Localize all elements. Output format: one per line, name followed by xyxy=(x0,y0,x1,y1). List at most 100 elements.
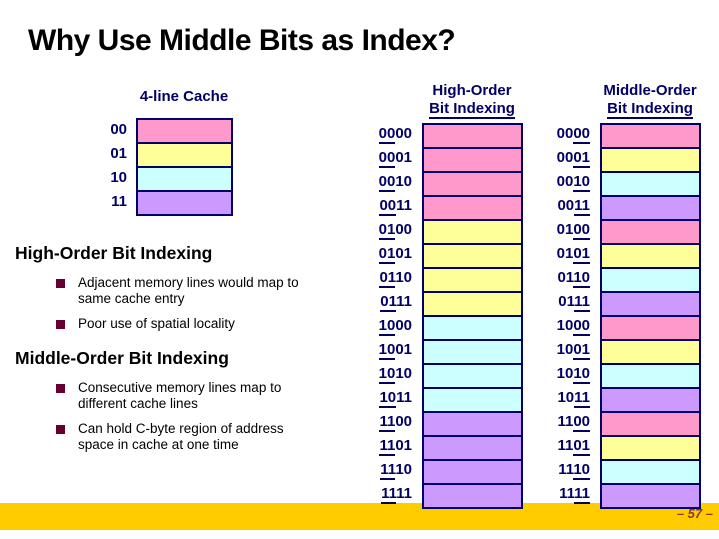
memory-line-0011 xyxy=(422,195,523,221)
address-label: 1001 xyxy=(378,341,412,360)
bullet-text: Adjacent memory lines would map to same … xyxy=(78,275,299,307)
column-header-line2: Bit Indexing xyxy=(429,100,515,119)
cache-set-labels: 00 01 10 11 xyxy=(95,118,127,214)
memory-line-0111 xyxy=(600,291,701,317)
address-label: 1111 xyxy=(559,485,590,504)
slide-title: Why Use Middle Bits as Index? xyxy=(28,24,456,57)
memory-line-0100 xyxy=(422,219,523,245)
bullet-square-icon xyxy=(56,424,65,434)
address-label: 0100 xyxy=(378,221,412,240)
bullet-text: Can hold C-byte region of address space … xyxy=(78,420,284,453)
memory-line-1100 xyxy=(422,411,523,437)
address-label: 1010 xyxy=(378,365,412,384)
section-heading-middle-order: Middle-Order Bit Indexing xyxy=(15,347,229,368)
address-label: 0101 xyxy=(556,245,590,264)
address-label: 0001 xyxy=(378,149,412,168)
memory-line-1111 xyxy=(422,483,523,509)
column-header: Middle-Order Bit Indexing xyxy=(530,82,719,119)
memory-line-0001 xyxy=(600,147,701,173)
memory-line-0111 xyxy=(422,291,523,317)
memory-line-1010 xyxy=(600,363,701,389)
memory-line-1111 xyxy=(600,483,701,509)
memory-line-1110 xyxy=(422,459,523,485)
memory-line-1100 xyxy=(600,411,701,437)
column-header-line1: Middle-Order xyxy=(603,82,697,99)
address-label: 1100 xyxy=(557,413,590,432)
address-label: 1000 xyxy=(556,317,590,336)
cache-line-00 xyxy=(136,118,233,144)
address-label: 1101 xyxy=(379,437,412,456)
memory-line-0011 xyxy=(600,195,701,221)
bullet-item: Consecutive memory lines map to differen… xyxy=(56,380,365,412)
memory-line-cells xyxy=(600,123,701,509)
memory-line-0000 xyxy=(600,123,701,149)
address-label: 1001 xyxy=(556,341,590,360)
memory-line-0101 xyxy=(600,243,701,269)
memory-line-0010 xyxy=(600,171,701,197)
address-label: 1100 xyxy=(379,413,412,432)
bullet-item: Poor use of spatial locality xyxy=(56,316,365,332)
memory-line-0010 xyxy=(422,171,523,197)
memory-line-0101 xyxy=(422,243,523,269)
bullet-text: Consecutive memory lines map to differen… xyxy=(78,379,282,411)
column-header: High-Order Bit Indexing xyxy=(352,82,592,119)
memory-line-1001 xyxy=(422,339,523,365)
cache-set-cells xyxy=(136,118,233,216)
address-label: 0101 xyxy=(378,245,412,264)
page-number: – 57 – xyxy=(676,506,713,521)
memory-line-1001 xyxy=(600,339,701,365)
memory-line-1101 xyxy=(422,435,523,461)
memory-line-1101 xyxy=(600,435,701,461)
memory-line-1011 xyxy=(600,387,701,413)
address-labels: 0000 0001 0010 0011 0100 0101 0110 0111 1000 1001… xyxy=(538,123,590,507)
cache-set-label: 00 xyxy=(110,121,127,138)
explanation-text: High-Order Bit Indexing Adjacent memory … xyxy=(15,243,365,462)
memory-line-0100 xyxy=(600,219,701,245)
address-label: 0110 xyxy=(379,269,412,288)
address-label: 0110 xyxy=(557,269,590,288)
memory-line-1010 xyxy=(422,363,523,389)
address-label: 1011 xyxy=(557,389,590,408)
cache-line-11 xyxy=(136,190,233,216)
bullet-square-icon xyxy=(56,279,65,288)
address-label: 1011 xyxy=(379,389,412,408)
bullet-item: Can hold C-byte region of address space … xyxy=(56,421,365,453)
address-label: 0111 xyxy=(380,293,412,312)
address-label: 0100 xyxy=(556,221,590,240)
memory-line-0001 xyxy=(422,147,523,173)
memory-line-1000 xyxy=(600,315,701,341)
memory-line-1000 xyxy=(422,315,523,341)
address-label: 0111 xyxy=(558,293,590,312)
address-label: 0000 xyxy=(556,125,590,144)
address-label: 0011 xyxy=(557,197,590,216)
memory-line-0110 xyxy=(600,267,701,293)
address-labels: 0000 0001 0010 0011 0100 0101 0110 0111 1000 1001… xyxy=(360,123,412,507)
address-label: 1010 xyxy=(556,365,590,384)
bullet-item: Adjacent memory lines would map to same … xyxy=(56,275,365,307)
cache-set-label: 01 xyxy=(110,145,127,162)
section-heading-high-order: High-Order Bit Indexing xyxy=(15,243,213,263)
cache-diagram-title: 4-line Cache xyxy=(139,88,229,105)
address-label: 1101 xyxy=(557,437,590,456)
cache-set-label: 10 xyxy=(110,169,127,186)
address-label: 0010 xyxy=(378,173,412,192)
cache-line-01 xyxy=(136,142,233,168)
address-label: 1000 xyxy=(378,317,412,336)
bullet-text: Poor use of spatial locality xyxy=(78,316,235,332)
cache-line-10 xyxy=(136,166,233,192)
address-label: 1110 xyxy=(380,461,412,480)
slide-footer-bar: – 57 – xyxy=(0,503,719,530)
address-label: 0010 xyxy=(556,173,590,192)
memory-line-0000 xyxy=(422,123,523,149)
address-label: 0001 xyxy=(556,149,590,168)
column-header-line2: Bit Indexing xyxy=(607,100,693,119)
bullet-square-icon xyxy=(56,320,65,330)
address-label: 0000 xyxy=(378,125,412,144)
bullet-square-icon xyxy=(56,383,65,393)
memory-line-1011 xyxy=(422,387,523,413)
cache-set-label: 11 xyxy=(111,193,127,210)
memory-line-1110 xyxy=(600,459,701,485)
column-header-line1: High-Order xyxy=(432,82,512,99)
address-label: 0011 xyxy=(379,197,412,216)
